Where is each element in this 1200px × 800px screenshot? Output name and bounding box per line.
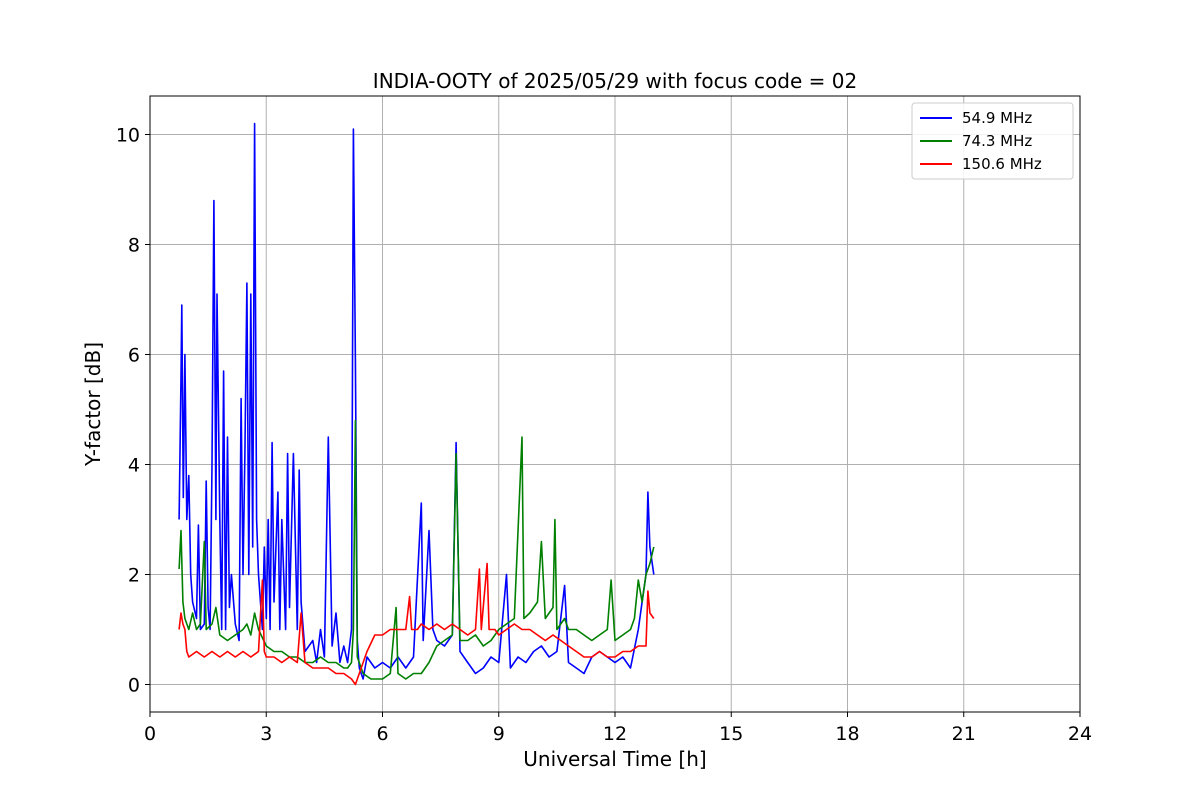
x-tick-label: 12: [603, 723, 627, 745]
legend: 54.9 MHz 74.3 MHz 150.6 MHz: [911, 102, 1074, 180]
x-tick-label: 0: [144, 723, 156, 745]
x-tick-label: 21: [952, 723, 976, 745]
y-tick-label: 8: [128, 235, 140, 257]
y-axis-label: Y-factor [dB]: [81, 342, 105, 467]
chart-title: INDIA-OOTY of 2025/05/29 with focus code…: [373, 69, 857, 93]
x-tick-label: 9: [493, 723, 505, 745]
series-line: [178, 419, 655, 680]
x-tick-label: 24: [1068, 723, 1092, 745]
y-tick-label: 2: [128, 565, 140, 587]
x-tick-label: 18: [835, 723, 859, 745]
series-line: [178, 562, 655, 686]
series-line: [178, 122, 655, 680]
y-tick-label: 0: [128, 675, 140, 697]
legend-entry: 74.3 MHz: [962, 132, 1032, 150]
legend-box: [911, 102, 1074, 180]
series-lines: [178, 122, 655, 686]
x-tick-label: 6: [376, 723, 388, 745]
x-tick-label: 15: [719, 723, 743, 745]
legend-entry: 54.9 MHz: [962, 109, 1032, 127]
y-tick-label: 10: [116, 125, 140, 147]
y-tick-label: 6: [128, 345, 140, 367]
x-tick-label: 3: [260, 723, 272, 745]
legend-entry: 150.6 MHz: [962, 155, 1042, 173]
x-axis-label: Universal Time [h]: [523, 747, 706, 771]
y-tick-label: 4: [128, 455, 140, 477]
grid: [149, 96, 1081, 712]
